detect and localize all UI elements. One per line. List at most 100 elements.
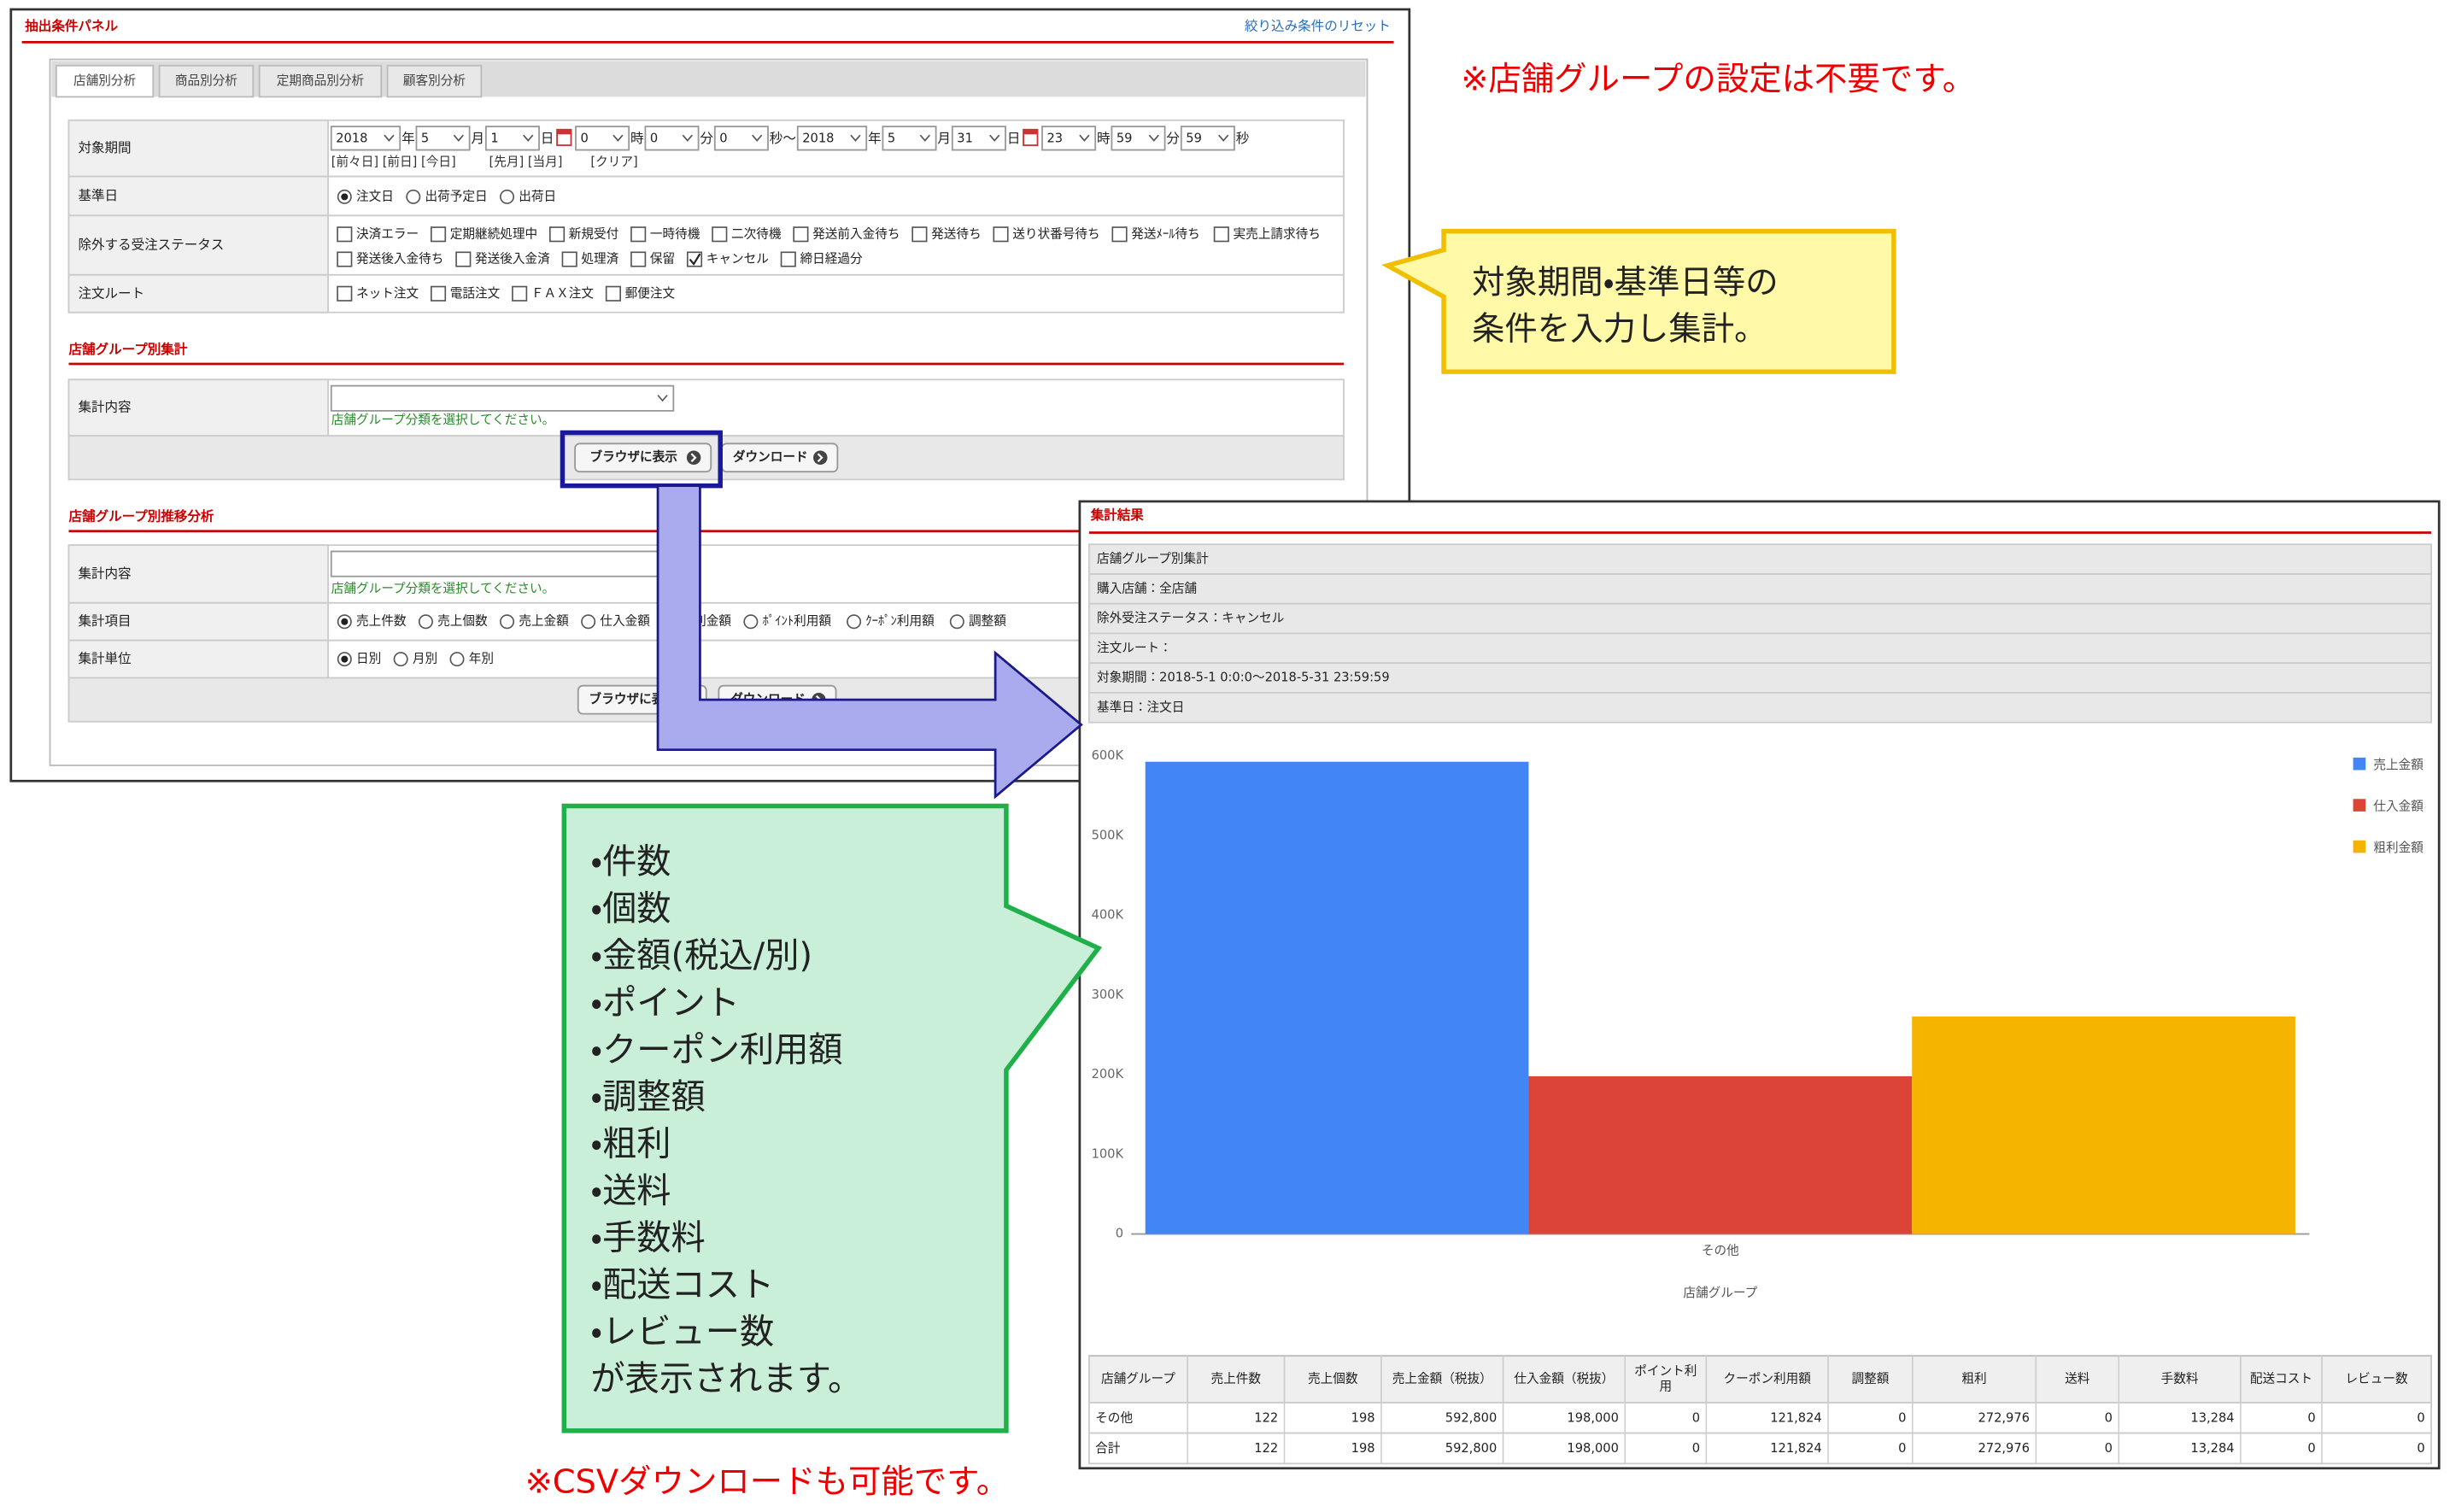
button[interactable] (574, 442, 712, 473)
checkbox[interactable] (431, 285, 447, 302)
option-label[interactable]: 売上件数 (356, 614, 407, 629)
radio[interactable] (847, 614, 862, 630)
select-value[interactable]: 1 (490, 132, 498, 146)
option-label[interactable]: ﾎﾟｲﾝﾄ利用額 (763, 614, 832, 629)
checkbox[interactable] (512, 285, 528, 302)
checkbox[interactable] (1213, 226, 1229, 243)
option-label[interactable]: 決済エラー (356, 226, 419, 241)
option-label[interactable]: 発送後入金待ち (356, 252, 443, 267)
select-value[interactable]: 2018 (802, 132, 834, 146)
button-label[interactable]: ダウンロード (733, 449, 808, 465)
checkbox[interactable] (561, 251, 577, 267)
option-label[interactable]: 月別 (413, 652, 437, 666)
button-label[interactable]: ブラウザに表示 (589, 449, 677, 465)
select-value[interactable]: 31 (957, 132, 973, 146)
option-label[interactable]: 出荷日 (519, 189, 556, 203)
option-label[interactable]: ｸｰﾎﾟﾝ利用額 (865, 614, 935, 629)
option-label[interactable]: 保留 (650, 252, 675, 267)
option-label[interactable]: 売上金額 (519, 614, 569, 629)
radio[interactable] (393, 652, 408, 667)
option-label[interactable]: ＦＡＸ注文 (531, 286, 595, 301)
option-label[interactable]: 送り状番号待ち (1012, 226, 1099, 241)
option-label[interactable]: 売上個数 (437, 614, 488, 629)
option-label[interactable]: 調整額 (969, 614, 1006, 629)
select-value[interactable]: 0 (650, 132, 658, 146)
select-value[interactable]: 0 (581, 132, 589, 146)
option-label[interactable]: 日別 (356, 652, 381, 666)
checkbox[interactable] (337, 226, 353, 243)
checkbox[interactable] (455, 251, 472, 267)
tab-label[interactable]: 商品別分析 (175, 73, 238, 88)
table-cell: 122 (1254, 1410, 1278, 1425)
select[interactable] (330, 384, 675, 412)
option-label[interactable]: 一時待機 (650, 226, 700, 241)
checkbox[interactable] (630, 226, 647, 243)
option-label[interactable]: 発送ﾒｰﾙ待ち (1131, 226, 1199, 241)
option-label[interactable]: 発送待ち (931, 226, 982, 241)
option-label[interactable]: 新規受付 (569, 226, 619, 241)
shortcut-link[interactable]: [先月] [当月] (489, 155, 563, 169)
select-value[interactable]: 2018 (336, 132, 367, 146)
option-label[interactable]: 発送後入金済 (475, 252, 550, 267)
select[interactable] (330, 126, 401, 151)
tab[interactable] (158, 64, 255, 98)
option-label[interactable]: 定期継続処理中 (450, 226, 537, 241)
option-label[interactable]: 郵便注文 (625, 286, 676, 301)
checkbox[interactable] (431, 226, 447, 243)
radio[interactable] (449, 652, 465, 667)
tab[interactable] (386, 64, 483, 98)
radio[interactable] (581, 614, 596, 630)
select-value[interactable]: 0 (719, 132, 727, 146)
table-row (1087, 1432, 2432, 1465)
checkbox[interactable] (605, 285, 621, 302)
tab-label[interactable]: 顧客別分析 (403, 73, 466, 88)
option-label[interactable]: 処理済 (581, 252, 618, 267)
checkbox[interactable] (337, 251, 353, 267)
flow-arrow (656, 484, 1083, 800)
callout-text: ・調整額 (590, 1077, 705, 1116)
radio[interactable] (949, 614, 964, 630)
select-value[interactable]: 23 (1046, 132, 1063, 146)
tab[interactable] (258, 64, 383, 98)
option-label[interactable]: 年別 (469, 652, 494, 666)
option-label[interactable]: 発送前入金待ち (812, 226, 900, 241)
select-value[interactable]: 5 (888, 132, 895, 146)
radio[interactable] (500, 614, 515, 630)
select[interactable] (796, 126, 868, 151)
checkbox[interactable] (793, 226, 809, 243)
checkbox[interactable] (337, 285, 353, 302)
tab-label[interactable]: 店舗別分析 (73, 73, 137, 88)
option-label[interactable]: ネット注文 (356, 286, 419, 301)
option-label[interactable]: 二次待機 (731, 226, 782, 241)
checkbox[interactable] (780, 251, 796, 267)
option-label[interactable]: 注文日 (356, 189, 394, 203)
tab-label[interactable]: 定期商品別分析 (277, 73, 365, 88)
option-label[interactable]: 出荷予定日 (425, 189, 488, 203)
select-value[interactable]: 59 (1186, 132, 1202, 146)
checkbox[interactable] (911, 226, 928, 243)
checkbox[interactable] (712, 226, 728, 243)
shortcut-link[interactable]: [前々日] [前日] [今日] (331, 155, 456, 169)
option-label[interactable]: キャンセル (706, 252, 769, 267)
radio[interactable] (500, 189, 515, 204)
checkbox[interactable] (630, 251, 647, 267)
info-row (1087, 543, 2432, 575)
shortcut-link[interactable]: [クリア] (590, 155, 637, 169)
option-label[interactable]: 締日経過分 (800, 252, 863, 267)
reset-link[interactable]: 絞り込み条件のリセット (1245, 19, 1391, 34)
radio[interactable] (406, 189, 421, 204)
option-label[interactable]: 仕入金額 (600, 614, 650, 629)
radio[interactable] (418, 614, 433, 630)
select[interactable] (330, 550, 675, 577)
checkbox[interactable] (1111, 226, 1128, 243)
radio[interactable] (743, 614, 759, 630)
select-value[interactable]: 59 (1117, 132, 1133, 146)
select-value[interactable]: 5 (421, 132, 429, 146)
option-label[interactable]: 実売上請求待ち (1234, 226, 1321, 241)
button-label[interactable]: ブラウザに表示 (589, 691, 677, 706)
checkbox[interactable] (549, 226, 566, 243)
tab[interactable] (55, 64, 155, 98)
select-caret (523, 134, 534, 142)
checkbox[interactable] (993, 226, 1009, 243)
option-label[interactable]: 電話注文 (450, 286, 501, 301)
